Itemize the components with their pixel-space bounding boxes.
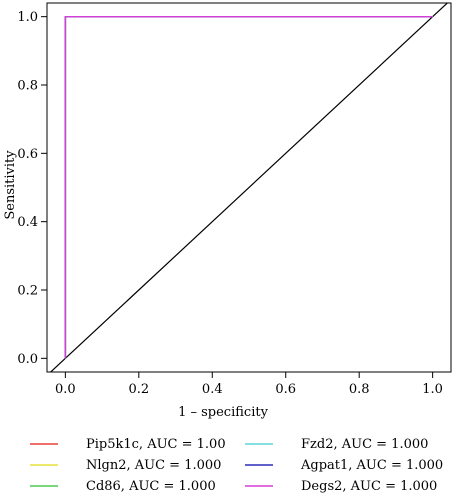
legend-label-agpat1: Agpat1, AUC = 1.000	[300, 458, 443, 473]
x-tick-label: 0.6	[275, 382, 296, 397]
series-group	[49, 3, 449, 372]
y-tick-label: 0.6	[17, 147, 38, 162]
y-tick-label: 0.4	[17, 215, 38, 230]
y-tick-label: 1.0	[17, 10, 38, 25]
roc-line-degs2	[64, 15, 433, 359]
legend-label-degs2: Degs2, AUC = 1.000	[301, 479, 437, 494]
x-tick-label: 0.4	[202, 382, 223, 397]
y-tick-label: 0.8	[17, 79, 38, 94]
x-tick-label: 0.8	[349, 382, 370, 397]
legend-label-cd86: Cd86, AUC = 1.000	[86, 479, 216, 494]
plot-frame	[46, 2, 452, 373]
legend-label-pip5k1c: Pip5k1c, AUC = 1.00	[86, 437, 226, 452]
y-axis-title: Sensitivity	[3, 150, 18, 220]
x-tick-label: 1.0	[422, 382, 443, 397]
legend-label-nlgn2: Nlgn2, AUC = 1.000	[86, 458, 221, 473]
y-tick-label: 0.0	[17, 352, 38, 367]
legend-label-fzd2: Fzd2, AUC = 1.000	[301, 437, 428, 452]
reference-diagonal-line	[49, 3, 449, 372]
plot-area: 0.0 0.2 0.4 0.6 0.8 1.0 0.0 0.2 0.4 0.6 0.8 1.0	[17, 2, 452, 397]
x-tick-label: 0.0	[55, 382, 76, 397]
legend: Pip5k1c, AUC = 1.00 Nlgn2, AUC = 1.000 Cd8…	[30, 437, 443, 494]
y-tick-label: 0.2	[17, 284, 38, 299]
x-axis-title: 1 – specificity	[178, 405, 268, 420]
x-tick-label: 0.2	[128, 382, 149, 397]
